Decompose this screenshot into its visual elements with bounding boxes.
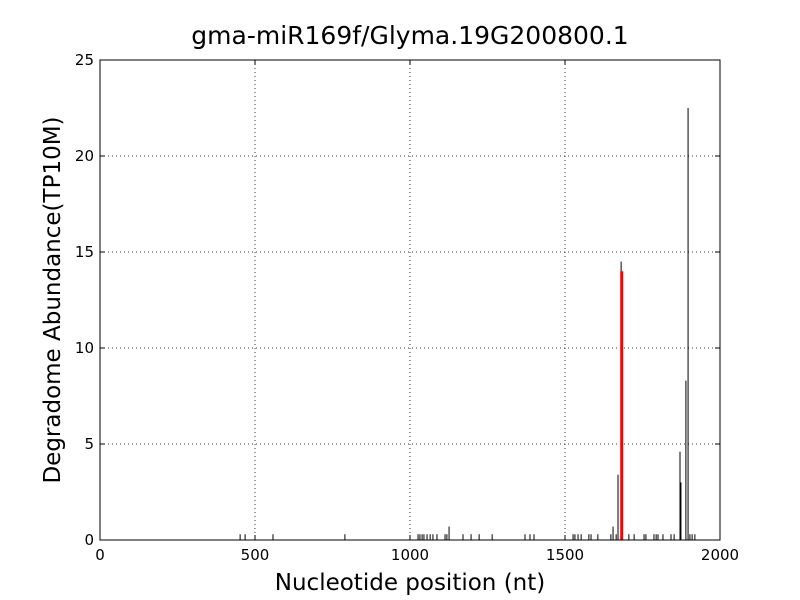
x-tick-label: 2000 [701, 546, 739, 564]
x-tick-label: 1500 [546, 546, 584, 564]
x-axis-label: Nucleotide position (nt) [275, 570, 545, 596]
x-tick-label: 1000 [391, 546, 429, 564]
y-axis-label: Degradome Abundance(TP10M) [40, 116, 66, 483]
y-tick-label: 10 [75, 339, 94, 357]
y-tick-label: 25 [75, 51, 94, 69]
y-tick-label: 0 [84, 531, 94, 549]
y-tick-label: 20 [75, 147, 94, 165]
y-tick-label: 15 [75, 243, 94, 261]
chart-title: gma-miR169f/Glyma.19G200800.1 [191, 21, 628, 50]
x-tick-label: 500 [241, 546, 270, 564]
y-tick-label: 5 [84, 435, 94, 453]
plot-frame [99, 59, 721, 541]
x-tick-label: 0 [95, 546, 105, 564]
